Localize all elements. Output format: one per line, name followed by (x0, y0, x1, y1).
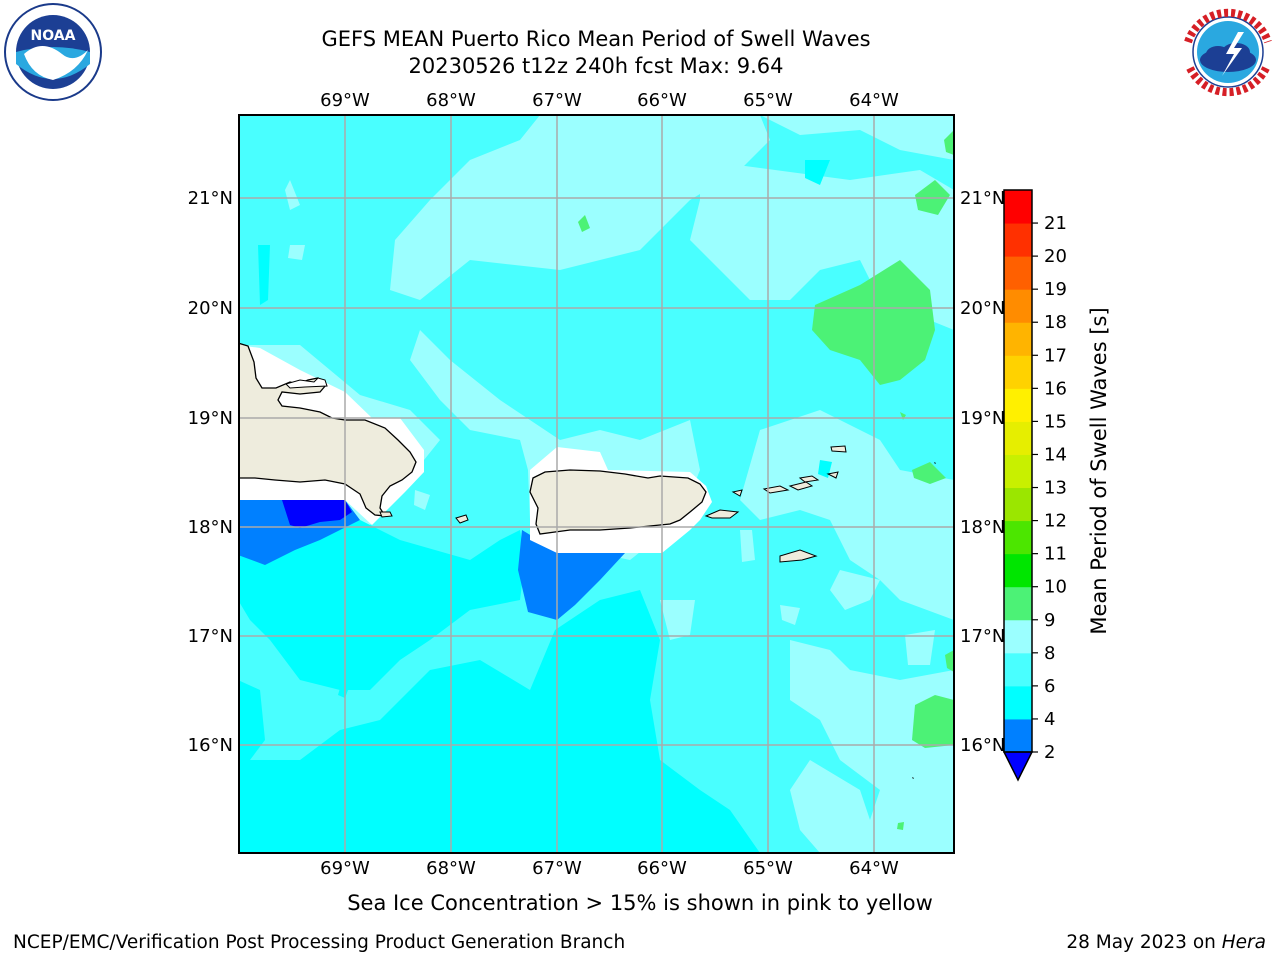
colorbar-segment (1004, 190, 1032, 224)
colorbar-frame (1003, 189, 1033, 753)
colorbar-tick-label: 21 (1044, 213, 1067, 234)
colorbar-segment (1004, 256, 1032, 290)
lat-label-right: 20°N (960, 298, 1005, 319)
colorbar-segment (1004, 421, 1032, 455)
colorbar-segment (1004, 454, 1032, 489)
lon-label-bottom: 64°W (849, 858, 899, 879)
colorbar-tick-label: 18 (1044, 312, 1067, 333)
colorbar-tick-label: 20 (1044, 246, 1067, 267)
lat-label-left: 20°N (188, 298, 233, 319)
lon-label-top: 68°W (426, 90, 476, 111)
contour-field (239, 115, 954, 853)
lon-label-bottom: 66°W (637, 858, 687, 879)
colorbar-tick-label: 2 (1044, 742, 1055, 763)
colorbar-tick-label: 4 (1044, 709, 1055, 730)
lon-label-bottom: 65°W (743, 858, 793, 879)
colorbar-tick-label: 12 (1044, 511, 1067, 532)
colorbar-label: Mean Period of Swell Waves [s] (1087, 307, 1111, 634)
colorbar-segment (1004, 223, 1032, 257)
colorbar-segment (1004, 652, 1032, 687)
credit-branch: NCEP/EMC/Verification Post Processing Pr… (13, 932, 626, 953)
credit-date: 28 May 2023 on Hera (1066, 932, 1266, 953)
colorbar-segment (1004, 685, 1032, 720)
lon-label-top: 69°W (320, 90, 370, 111)
colorbar-segment (1004, 388, 1032, 422)
colorbar-tick-label: 14 (1044, 444, 1067, 465)
lon-label-top: 66°W (637, 90, 687, 111)
colorbar-segment (1004, 619, 1032, 654)
lat-label-left: 19°N (188, 408, 233, 429)
lat-label-left: 17°N (188, 626, 233, 647)
colorbar-segment (1004, 520, 1032, 555)
colorbar-segment (1004, 322, 1032, 356)
lat-label-right: 17°N (960, 626, 1005, 647)
map-title: GEFS MEAN Puerto Rico Mean Period of Swe… (321, 27, 871, 51)
colorbar-under-arrow (1002, 751, 1034, 782)
colorbar-tick-label: 10 (1044, 577, 1067, 598)
colorbar-tick-label: 19 (1044, 279, 1067, 300)
colorbar-segment (1004, 553, 1032, 588)
colorbar-tick-label: 8 (1044, 643, 1055, 664)
colorbar-segment (1004, 355, 1032, 389)
credit-date-text: 28 May 2023 on (1066, 932, 1222, 953)
credit-machine: Hera (1221, 932, 1266, 953)
colorbar: 2 4 6 8 9 10 11 12 13 14 15 16 17 18 19 20 21 (1002, 189, 1067, 782)
lat-label-left: 21°N (188, 188, 233, 209)
colorbar-segment (1004, 586, 1032, 621)
map-subtitle: 20230526 t12z 240h fcst Max: 9.64 (408, 54, 784, 78)
lon-label-bottom: 67°W (532, 858, 582, 879)
map-gridlines (239, 115, 954, 853)
sea-ice-note: Sea Ice Concentration > 15% is shown in … (347, 891, 933, 915)
lat-label-right: 19°N (960, 408, 1005, 429)
nws-logo-icon (1178, 2, 1278, 106)
colorbar-tick-label: 6 (1044, 676, 1055, 697)
map-frame (238, 114, 955, 854)
lat-label-right: 16°N (960, 735, 1005, 756)
colorbar-segment (1004, 487, 1032, 522)
noaa-logo-text: NOAA (31, 28, 76, 44)
lon-label-bottom: 68°W (426, 858, 476, 879)
lat-label-right: 18°N (960, 517, 1005, 538)
lon-label-top: 65°W (743, 90, 793, 111)
colorbar-tick-label: 13 (1044, 478, 1067, 499)
lat-label-right: 21°N (960, 188, 1005, 209)
colorbar-tick-label: 15 (1044, 411, 1067, 432)
lon-label-top: 64°W (849, 90, 899, 111)
colorbar-segment (1004, 289, 1032, 323)
lat-label-left: 16°N (188, 735, 233, 756)
colorbar-tick-label: 11 (1044, 544, 1067, 565)
colorbar-tick-label: 17 (1044, 345, 1067, 366)
lat-label-left: 18°N (188, 517, 233, 538)
colorbar-segment (1004, 718, 1032, 753)
lon-label-top: 67°W (532, 90, 582, 111)
lon-label-bottom: 69°W (320, 858, 370, 879)
colorbar-tick-label: 16 (1044, 378, 1067, 399)
noaa-logo-icon: NOAA (2, 2, 104, 106)
colorbar-tick-label: 9 (1044, 610, 1055, 631)
